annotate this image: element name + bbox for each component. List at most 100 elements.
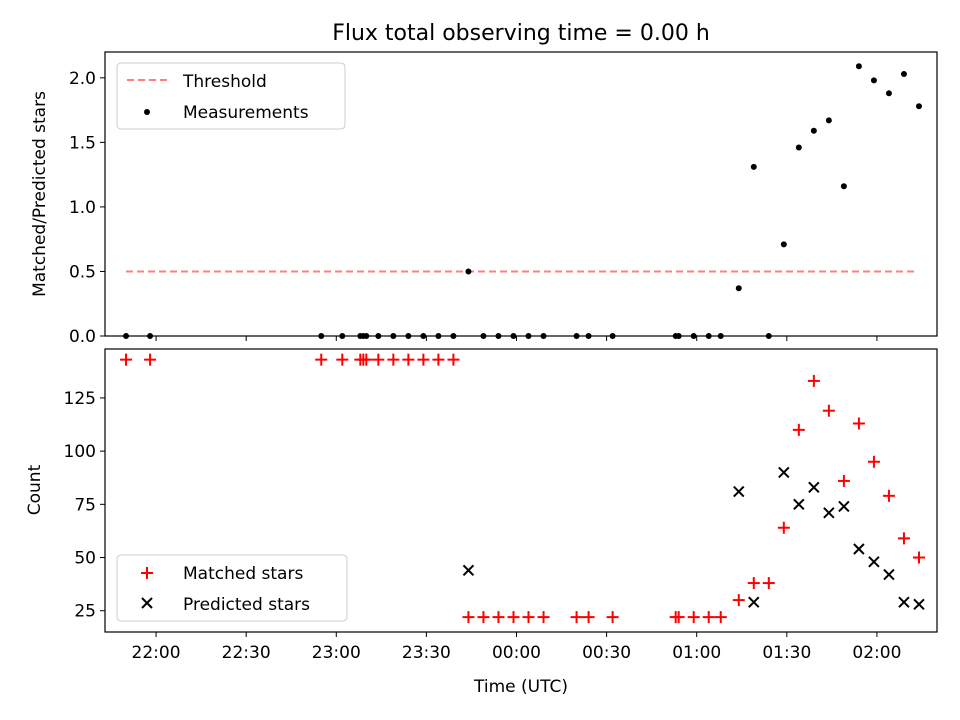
matched-stars-point — [537, 611, 550, 624]
measurement-point — [675, 333, 682, 339]
counts-y-axis: 25 50 75 100 125 — [64, 389, 105, 622]
x-tick-label: 22:30 — [222, 643, 271, 663]
matched-stars-point — [492, 611, 505, 624]
y-tick-label: 1.0 — [69, 198, 96, 218]
measurement-point — [825, 117, 832, 124]
counts-x-axis: 22:00 22:30 23:00 23:30 00:00 00:30 01:00 01:30… — [132, 632, 901, 663]
measurement-point — [900, 70, 907, 77]
matched-stars-point — [867, 455, 880, 468]
matched-stars-point — [315, 353, 328, 366]
y-tick-label: 2.0 — [69, 69, 96, 89]
matched-stars-point — [714, 611, 727, 624]
measurement-point — [465, 268, 472, 275]
measurement-point — [318, 333, 325, 339]
measurement-point — [435, 333, 442, 339]
y-tick-label: 0.0 — [69, 327, 96, 347]
threshold-legend-label: Threshold — [182, 72, 267, 92]
x-tick-label: 00:00 — [492, 643, 541, 663]
predicted-stars-point — [778, 466, 790, 479]
measurement-point — [915, 103, 922, 110]
x-tick-label: 23:00 — [312, 643, 361, 663]
matched-stars-point — [732, 594, 745, 607]
measurement-point — [810, 127, 817, 134]
predicted-stars-point — [462, 564, 475, 577]
predicted-stars-point — [748, 596, 760, 608]
y-tick-label: 75 — [74, 495, 96, 515]
ratio-plot-area — [123, 63, 922, 339]
measurement-point — [609, 333, 616, 339]
measurement-point — [855, 63, 862, 70]
matched-stars-point — [462, 611, 475, 624]
ratio-legend-box — [116, 62, 346, 130]
matched-stars-point — [402, 353, 415, 366]
measurement-point — [585, 333, 592, 339]
y-tick-label: 1.5 — [69, 133, 96, 153]
predicted-stars-point — [883, 568, 895, 581]
matched-stars-point — [447, 353, 460, 366]
predicted-stars-point — [838, 500, 850, 513]
matched-stars-point — [120, 353, 133, 366]
x-tick-label: 02:00 — [852, 643, 901, 663]
measurements-legend-label: Measurements — [183, 103, 309, 123]
x-tick-label: 01:00 — [672, 643, 721, 663]
matched-stars-point — [792, 423, 805, 436]
predicted-stars-point — [898, 596, 910, 608]
ratio-x-axis — [155, 336, 878, 341]
matched-stars-point — [144, 353, 157, 366]
y-tick-label: 100 — [64, 442, 96, 462]
counts-y-axis-label: Count — [25, 464, 45, 515]
measurement-point — [339, 333, 346, 339]
measurement-point — [870, 77, 877, 84]
matched-stars-point — [702, 611, 715, 624]
x-tick-label: 22:00 — [132, 643, 181, 663]
ratio-y-axis: 0.0 0.5 1.0 1.5 2.0 — [69, 69, 105, 347]
ratio-y-axis-label: Matched/Predicted stars — [30, 91, 50, 297]
matched-stars-point — [477, 611, 490, 624]
predicted-stars-point — [823, 507, 835, 519]
x-tick-label: 23:30 — [402, 643, 451, 663]
matched-stars-point — [387, 353, 400, 366]
measurement-point — [123, 333, 130, 339]
matched-stars-point — [336, 353, 349, 366]
measurement-point — [540, 333, 547, 339]
measurement-point — [420, 333, 427, 339]
measurement-point — [390, 333, 397, 339]
matched-stars-point — [507, 611, 520, 624]
measurement-point — [375, 333, 382, 339]
matched-stars-point — [882, 489, 895, 502]
measurement-point — [480, 333, 487, 339]
counts-x-axis-label: Time (UTC) — [473, 677, 568, 697]
measurement-point — [765, 333, 772, 339]
measurement-point — [690, 333, 697, 339]
x-tick-label: 01:30 — [762, 643, 811, 663]
measurement-point — [705, 333, 712, 339]
matched-stars-point — [522, 611, 535, 624]
chart-title: Flux total observing time = 0.00 h — [332, 21, 710, 46]
ratio-panel: 0.00.51.01.52.0 Matched/Predicted stars … — [30, 51, 938, 347]
matched-stars-point — [432, 353, 445, 366]
matched-stars-point — [912, 551, 925, 564]
matched-stars-point — [897, 532, 910, 545]
y-tick-label: 25 — [74, 602, 96, 622]
matched-stars-point — [762, 577, 775, 590]
measurement-point — [885, 90, 892, 97]
y-tick-label: 0.5 — [69, 262, 96, 282]
counts-panel-frame — [104, 348, 938, 633]
matched-stars-point — [570, 611, 583, 624]
y-tick-label: 50 — [74, 549, 96, 569]
predicted-stars-point — [913, 598, 925, 611]
measurement-point — [450, 333, 457, 339]
x-tick-label: 00:30 — [582, 643, 631, 663]
matched-stars-point — [372, 353, 385, 366]
measurement-point — [795, 144, 802, 151]
measurement-point — [750, 163, 757, 170]
measurement-point — [510, 333, 517, 339]
y-tick-label: 125 — [64, 389, 96, 409]
matched-stars-point — [747, 577, 760, 590]
measurement-point — [780, 241, 787, 248]
counts-panel: 25 50 75 100 125 22:00 22:30 23:00 23:30 00:00 00… — [25, 348, 938, 697]
matched-stars-legend-label: Matched stars — [183, 564, 303, 584]
measurement-point — [573, 333, 580, 339]
measurement-point — [147, 333, 154, 339]
